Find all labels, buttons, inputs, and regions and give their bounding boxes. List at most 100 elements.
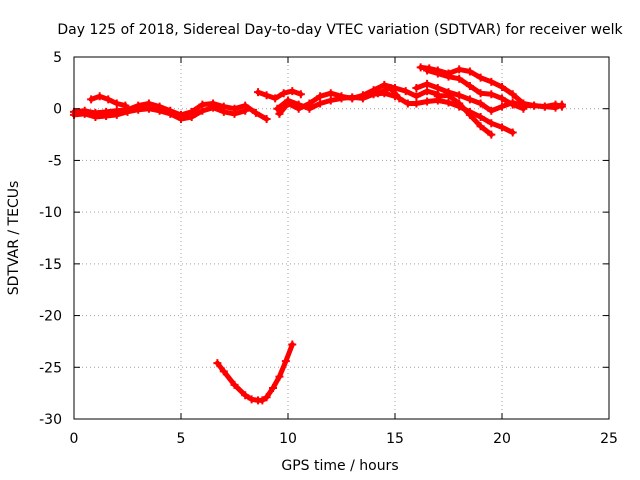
data-point xyxy=(104,95,113,104)
data-point xyxy=(498,94,506,103)
y-tick-label: -30 xyxy=(39,412,62,428)
data-point xyxy=(112,110,121,119)
data-point xyxy=(519,104,528,113)
data-point xyxy=(251,108,260,117)
data-point xyxy=(91,112,100,121)
plot-frame xyxy=(73,56,610,420)
axis-ticks xyxy=(73,56,610,420)
data-point xyxy=(487,106,496,115)
y-tick-label: -15 xyxy=(39,257,62,273)
data-point xyxy=(530,101,539,110)
data-point xyxy=(316,99,325,108)
data-point xyxy=(455,74,464,83)
data-point xyxy=(373,89,382,98)
data-point xyxy=(296,90,305,99)
chart-title: Day 125 of 2018, Sidereal Day-to-day VTE… xyxy=(57,22,623,38)
data-point xyxy=(275,372,284,381)
data-point xyxy=(386,84,395,93)
data-point xyxy=(455,65,464,74)
data-point xyxy=(487,119,496,128)
data-point xyxy=(465,81,474,90)
data-point xyxy=(123,107,132,116)
data-point xyxy=(508,90,517,99)
data-point xyxy=(87,95,96,104)
data-point xyxy=(288,87,297,96)
data-point xyxy=(177,115,185,124)
data-point xyxy=(476,99,485,108)
data-point xyxy=(112,99,121,108)
data-point xyxy=(121,101,130,110)
data-point xyxy=(465,95,474,104)
data-point xyxy=(433,84,442,93)
data-point xyxy=(348,93,357,102)
data-point xyxy=(412,99,421,108)
data-point xyxy=(102,111,111,120)
data-point xyxy=(273,104,282,113)
data-point xyxy=(269,383,278,392)
y-tick-label: -20 xyxy=(39,309,62,325)
data-point xyxy=(95,92,104,101)
data-point xyxy=(508,128,517,137)
data-point xyxy=(403,99,412,108)
data-point xyxy=(247,395,256,404)
data-point xyxy=(230,380,239,389)
data-point xyxy=(144,104,153,113)
data-point xyxy=(476,122,485,131)
data-point xyxy=(487,77,496,86)
data-point xyxy=(209,103,218,112)
data-point xyxy=(433,69,442,78)
data-point xyxy=(433,92,442,101)
x-tick-label: 5 xyxy=(177,431,186,447)
data-point xyxy=(465,110,474,119)
data-point xyxy=(395,94,404,103)
data-point xyxy=(294,100,303,109)
data-point xyxy=(498,123,506,132)
data-point xyxy=(262,393,271,402)
data-point xyxy=(476,112,485,121)
data-point xyxy=(219,107,228,116)
y-tick-label: -25 xyxy=(39,360,62,376)
data-point xyxy=(455,91,464,100)
data-point xyxy=(487,90,496,99)
data-point xyxy=(326,89,335,98)
data-point xyxy=(444,72,453,81)
data-point xyxy=(416,63,425,72)
series-track-12 xyxy=(214,342,295,403)
data-point xyxy=(498,82,506,91)
data-point xyxy=(134,105,143,114)
y-tick-label: -10 xyxy=(39,205,62,221)
data-point xyxy=(155,106,164,115)
data-point xyxy=(230,109,239,118)
data-point xyxy=(262,115,271,124)
data-point xyxy=(423,87,432,96)
data-point xyxy=(551,100,560,109)
tick-labels: 0 5 10 15 20 25 5 0 -5 -10 -15 -20 -25 -30 xyxy=(39,50,618,447)
data-point xyxy=(213,359,222,368)
data-point xyxy=(279,89,288,98)
x-tick-label: 15 xyxy=(386,431,404,447)
data-point xyxy=(476,73,485,82)
data-point xyxy=(423,97,432,106)
data-point xyxy=(281,357,290,366)
data-point xyxy=(326,96,335,105)
data-point xyxy=(275,109,284,118)
data-point xyxy=(412,84,421,93)
data-point xyxy=(271,94,280,103)
series-track-10 xyxy=(424,67,526,112)
data-point xyxy=(219,367,228,376)
y-axis-label: SDTVAR / TECUs xyxy=(6,181,22,296)
data-point xyxy=(198,106,207,115)
y-tick-label: 5 xyxy=(53,50,62,66)
data-point xyxy=(508,100,517,109)
data-point xyxy=(465,67,474,76)
x-tick-label: 20 xyxy=(493,431,511,447)
data-point xyxy=(358,94,367,103)
y-tick-label: -5 xyxy=(48,153,62,169)
x-tick-label: 25 xyxy=(600,431,618,447)
data-point xyxy=(316,92,325,101)
data-point xyxy=(444,98,453,107)
data-point xyxy=(187,112,196,121)
data-point xyxy=(412,92,421,101)
data-point xyxy=(241,391,250,400)
